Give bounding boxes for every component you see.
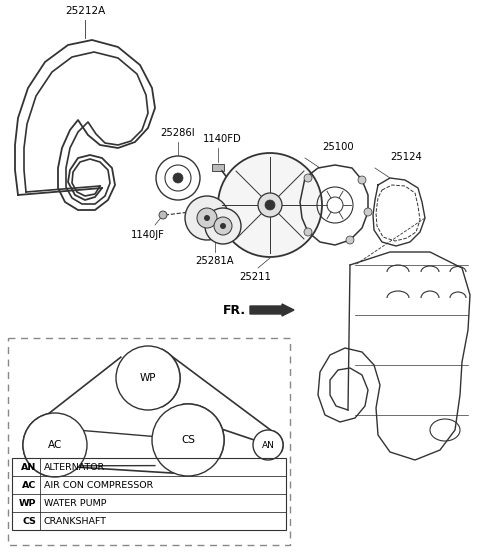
Text: WATER PUMP: WATER PUMP [44, 498, 107, 507]
Text: AC: AC [22, 481, 36, 490]
Circle shape [159, 211, 167, 219]
Bar [12, 458, 286, 530]
Circle shape [253, 430, 283, 460]
Text: WP: WP [19, 498, 36, 507]
Circle shape [364, 208, 372, 216]
Text: ALTERNATOR: ALTERNATOR [44, 462, 105, 472]
Text: CS: CS [22, 517, 36, 526]
Text: 25100: 25100 [322, 142, 354, 152]
Circle shape [358, 176, 366, 184]
Text: AC: AC [48, 440, 62, 450]
Circle shape [197, 208, 217, 228]
Text: CS: CS [181, 435, 195, 445]
Circle shape [205, 208, 241, 244]
Text: WP: WP [140, 373, 156, 383]
Circle shape [218, 153, 322, 257]
Text: 25286I: 25286I [161, 128, 195, 138]
Text: 25281A: 25281A [196, 256, 234, 266]
Text: CRANKSHAFT: CRANKSHAFT [44, 517, 107, 526]
Circle shape [23, 413, 87, 477]
Circle shape [185, 196, 229, 240]
Circle shape [265, 200, 275, 210]
Circle shape [258, 193, 282, 217]
Circle shape [116, 346, 180, 410]
Circle shape [220, 223, 226, 229]
Text: FR.: FR. [223, 304, 246, 316]
Text: AN: AN [262, 441, 275, 450]
Circle shape [304, 228, 312, 236]
Circle shape [214, 217, 232, 235]
Text: 1140JF: 1140JF [131, 230, 165, 240]
Bar [8, 338, 290, 545]
Circle shape [304, 174, 312, 182]
Text: AIR CON COMPRESSOR: AIR CON COMPRESSOR [44, 481, 153, 490]
FancyArrow shape [250, 304, 294, 316]
Circle shape [346, 236, 354, 244]
Circle shape [173, 173, 183, 183]
Circle shape [152, 404, 224, 476]
Text: 25212A: 25212A [65, 6, 105, 16]
Bar [212, 164, 224, 171]
Circle shape [204, 215, 210, 221]
Text: 25124: 25124 [390, 152, 422, 162]
Text: AN: AN [21, 462, 36, 472]
Text: 1140FD: 1140FD [203, 134, 241, 144]
Text: 25211: 25211 [239, 272, 271, 282]
